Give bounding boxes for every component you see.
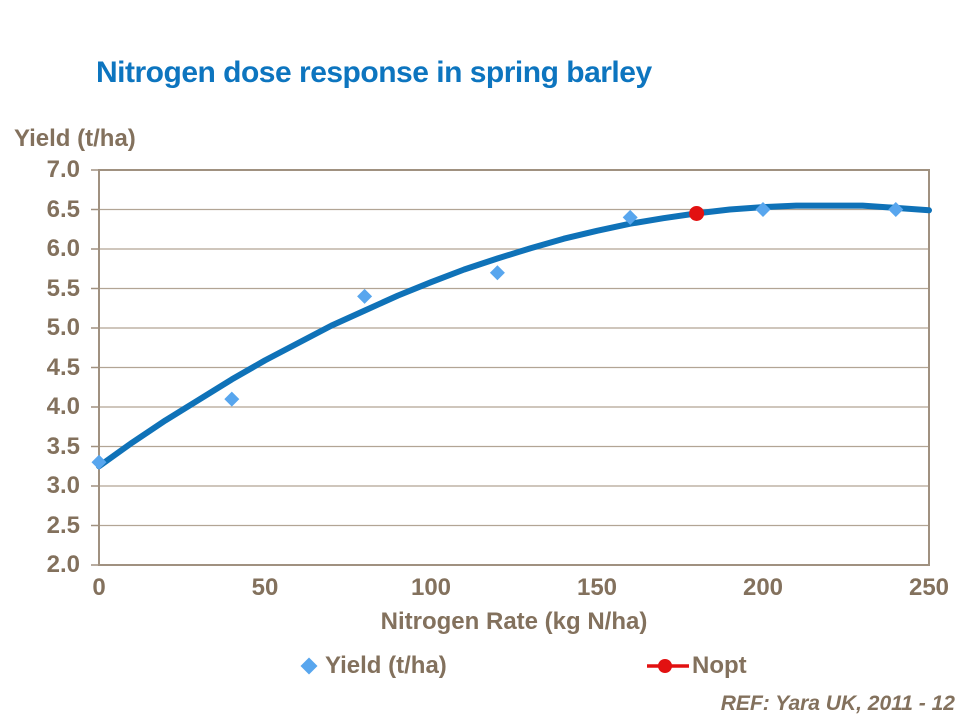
x-tick-label: 0 <box>92 574 106 601</box>
y-axis-title: Yield (t/ha) <box>14 125 136 152</box>
legend-nopt-label: Nopt <box>692 652 747 679</box>
yield-data-point <box>224 391 240 407</box>
x-tick-label: 100 <box>410 574 452 601</box>
slide-title: Nitrogen dose response in spring barley <box>96 56 652 89</box>
x-tick-label: 250 <box>908 574 950 601</box>
y-tick-label: 2.5 <box>46 511 80 539</box>
yield-data-point <box>357 288 373 304</box>
y-tick-label: 5.5 <box>46 274 80 302</box>
legend-yield-item: Yield (t/ha) <box>300 651 447 681</box>
yield-data-point <box>888 202 904 217</box>
nopt-point <box>689 205 705 221</box>
y-tick-label: 4.0 <box>46 393 80 420</box>
y-tick-label: 4.5 <box>46 353 80 381</box>
nopt-marker-icon <box>647 659 689 673</box>
diamond-icon <box>300 657 318 675</box>
reference-note: REF: Yara UK, 2011 - 12 <box>720 692 955 715</box>
y-tick-label: 5.0 <box>46 314 80 341</box>
y-tick-label: 6.0 <box>46 235 80 262</box>
y-tick-label: 7.0 <box>46 156 80 183</box>
yield-data-point <box>489 265 505 281</box>
y-tick-label: 6.5 <box>46 195 80 223</box>
x-tick-label: 150 <box>576 574 618 601</box>
x-axis-title: Nitrogen Rate (kg N/ha) <box>380 608 648 635</box>
yield-data-point <box>622 209 638 225</box>
x-tick-label: 50 <box>251 574 279 601</box>
x-tick-label: 200 <box>742 574 784 601</box>
yield-data-point <box>91 454 107 470</box>
plot-frame <box>98 169 930 566</box>
yield-data-point <box>755 202 771 217</box>
legend-nopt-item: Nopt <box>646 651 747 681</box>
y-tick-label: 3.5 <box>46 432 80 460</box>
response-curve <box>96 202 932 470</box>
y-tick-label: 2.0 <box>46 551 80 578</box>
legend-yield-label: Yield (t/ha) <box>325 652 447 679</box>
y-tick-label: 3.0 <box>46 472 80 499</box>
